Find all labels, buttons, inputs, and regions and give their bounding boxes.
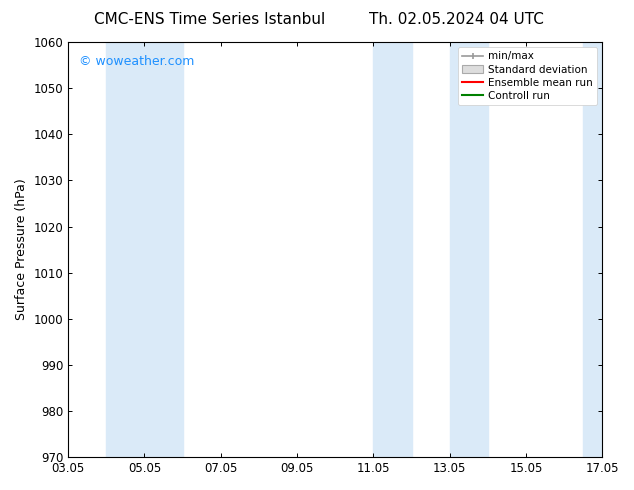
Text: Th. 02.05.2024 04 UTC: Th. 02.05.2024 04 UTC xyxy=(369,12,544,27)
Text: © woweather.com: © woweather.com xyxy=(79,54,194,68)
Bar xyxy=(145,42,183,457)
Legend: min/max, Standard deviation, Ensemble mean run, Controll run: min/max, Standard deviation, Ensemble me… xyxy=(458,47,597,105)
Bar xyxy=(373,42,411,457)
Bar xyxy=(107,42,145,457)
Bar xyxy=(450,42,488,457)
Bar xyxy=(583,42,621,457)
Y-axis label: Surface Pressure (hPa): Surface Pressure (hPa) xyxy=(15,179,28,320)
Text: CMC-ENS Time Series Istanbul: CMC-ENS Time Series Istanbul xyxy=(94,12,325,27)
